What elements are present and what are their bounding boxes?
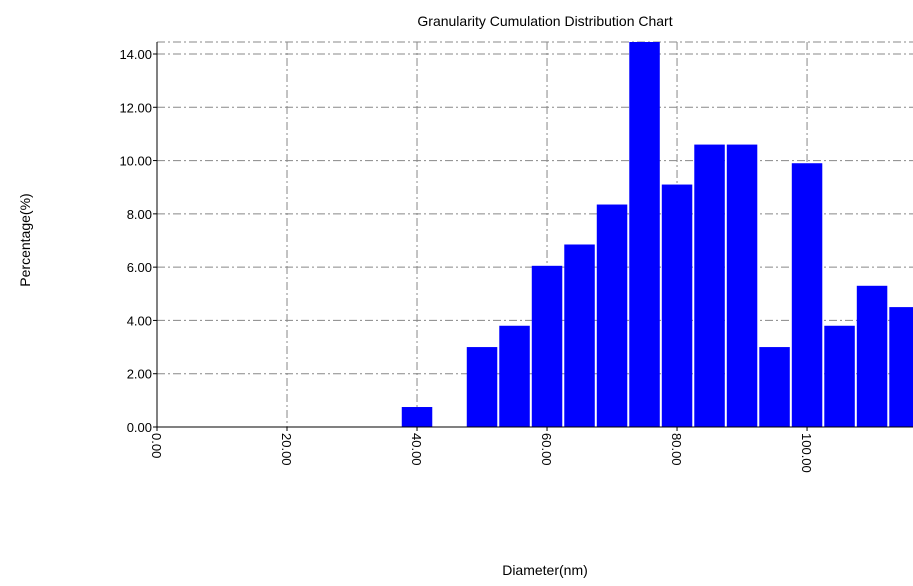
y-tick-label: 12.00 bbox=[119, 100, 152, 115]
x-tick-label: 40.00 bbox=[409, 433, 424, 466]
bar bbox=[726, 144, 758, 427]
bar bbox=[531, 265, 563, 427]
bar bbox=[596, 204, 628, 427]
bars bbox=[401, 42, 913, 427]
axes: 0.00 2.00 4.00 6.00 8.00 10.00 12.00 14.00 0.00 2… bbox=[119, 42, 913, 473]
y-tick-label: 0.00 bbox=[127, 420, 152, 435]
y-axis-label: Percentage(%) bbox=[17, 193, 33, 286]
bar bbox=[856, 285, 888, 427]
y-tick-label: 4.00 bbox=[127, 313, 152, 328]
x-tick-label: 0.00 bbox=[149, 433, 164, 458]
bar bbox=[694, 144, 725, 427]
bar bbox=[629, 42, 660, 427]
chart-title: Granularity Cumulation Distribution Char… bbox=[417, 13, 672, 29]
bar bbox=[824, 325, 855, 427]
y-tick-label: 14.00 bbox=[119, 47, 152, 62]
x-tick-label: 20.00 bbox=[279, 433, 294, 466]
y-tick-label: 8.00 bbox=[127, 207, 152, 222]
bar bbox=[889, 307, 913, 427]
bar bbox=[759, 347, 790, 427]
y-tick-label: 10.00 bbox=[119, 154, 152, 169]
bar bbox=[791, 163, 823, 427]
bar bbox=[466, 347, 498, 427]
bar bbox=[661, 184, 693, 427]
bar bbox=[564, 244, 595, 427]
bar bbox=[401, 407, 433, 427]
x-tick-label: 60.00 bbox=[539, 433, 554, 466]
y-tick-label: 6.00 bbox=[127, 260, 152, 275]
bar bbox=[499, 325, 530, 427]
x-tick-label: 100.00 bbox=[799, 433, 814, 473]
y-tick-label: 2.00 bbox=[127, 367, 152, 382]
x-tick-label: 80.00 bbox=[669, 433, 684, 466]
x-axis-label: Diameter(nm) bbox=[502, 562, 588, 578]
